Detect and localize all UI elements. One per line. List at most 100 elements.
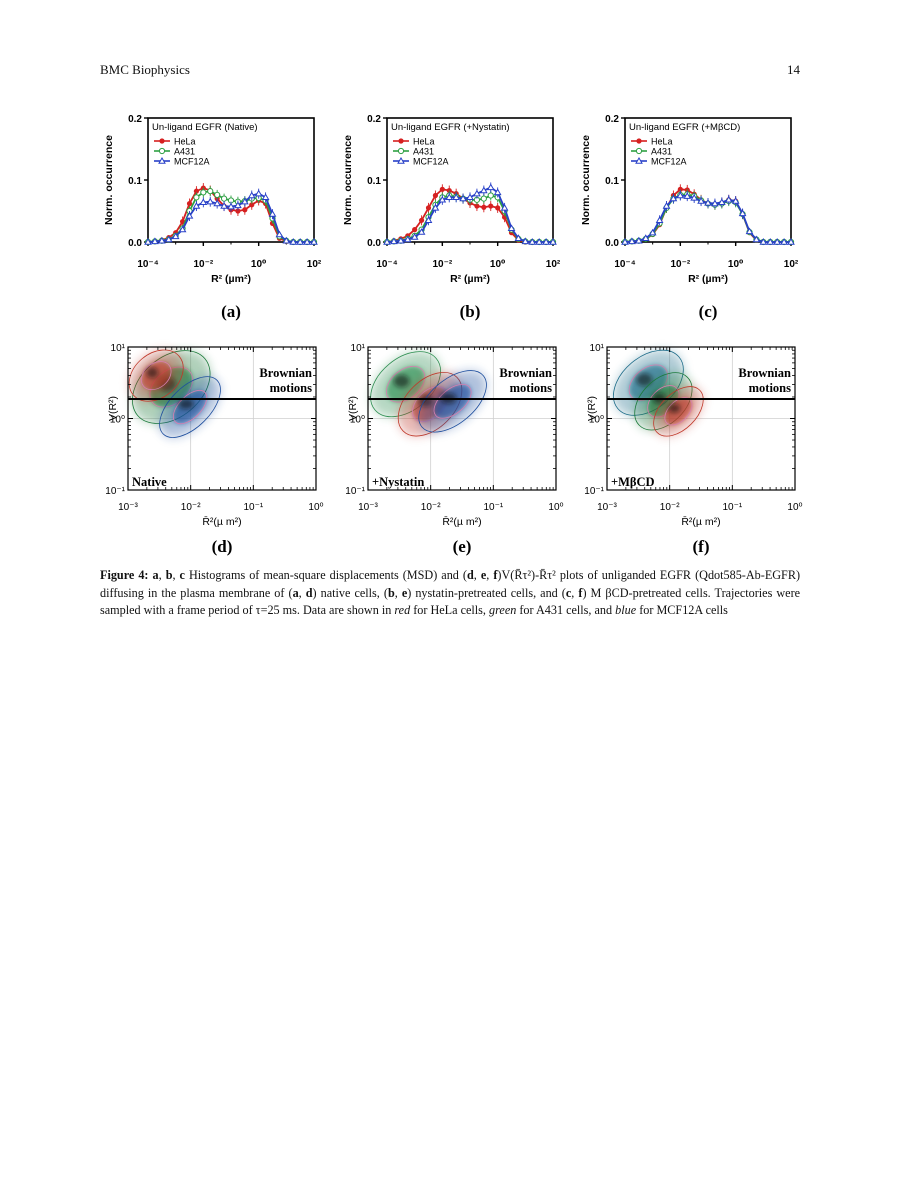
y-axis-label: Norm. occurrence <box>103 135 115 225</box>
contour-line <box>140 361 172 391</box>
x-tick-label: 10⁻⁴ <box>137 259 158 270</box>
data-point <box>186 200 193 207</box>
journal-name: BMC Biophysics <box>100 62 190 77</box>
legend-entry-MCF12A: MCF12A <box>393 157 449 167</box>
data-point <box>425 205 432 211</box>
data-point <box>227 202 235 210</box>
y-tick-label: 0.2 <box>367 114 381 125</box>
x-tick-label: 10⁻² <box>421 502 441 513</box>
legend-label: MCF12A <box>651 157 687 167</box>
data-point <box>412 227 418 233</box>
panel-label: (e) <box>453 537 472 556</box>
data-point <box>220 195 228 202</box>
data-point <box>439 186 445 192</box>
y-tick-label: 10¹ <box>590 343 605 354</box>
density-peak <box>393 374 410 388</box>
series-MCF12A <box>144 188 318 245</box>
condition-label: +Nystatin <box>372 475 424 489</box>
x-axis-label: R̄²(µ m²) <box>202 515 241 528</box>
y-axis-label: V(R²) <box>107 396 119 421</box>
x-tick-label: 10⁰ <box>308 502 323 513</box>
legend-label: A431 <box>413 147 434 157</box>
caption-text: , <box>172 568 180 582</box>
data-point <box>396 236 405 244</box>
data-point <box>193 188 200 194</box>
caption-ref-b: b <box>165 568 173 582</box>
data-point <box>495 205 501 211</box>
data-point <box>662 202 671 209</box>
y-tick-label: 10⁻¹ <box>584 486 604 497</box>
data-point <box>773 237 782 245</box>
x-tick-label: 10⁰ <box>490 259 506 270</box>
data-point <box>514 234 523 241</box>
brownian-label: Brownian <box>738 366 791 380</box>
data-point <box>535 237 544 245</box>
x-tick-label: 10⁰ <box>548 502 563 513</box>
data-point <box>240 197 249 205</box>
caption-text: ) M βCD-pretreated cells. Trajectories w… <box>100 585 801 618</box>
density-contours <box>613 349 704 437</box>
plot-frame <box>624 117 792 243</box>
density-peak <box>178 399 194 410</box>
caption-green: green <box>489 603 517 617</box>
data-point <box>521 237 530 245</box>
data-point <box>199 198 208 206</box>
data-point <box>542 237 550 245</box>
caption-text: , <box>486 568 494 582</box>
data-point <box>410 233 419 240</box>
data-point <box>704 198 712 206</box>
series-MCF12A <box>621 190 795 245</box>
caption-text: , <box>394 585 402 600</box>
figure-caption: Figure 4: a, b, c Histograms of mean-squ… <box>100 567 800 620</box>
caption-text: )V(R̄τ²)-R̄τ² plots of unliganded EGFR (… <box>100 568 801 600</box>
plot-frame <box>147 117 315 243</box>
caption-ref-e: e <box>480 568 487 582</box>
data-point <box>480 195 487 202</box>
data-point <box>445 193 454 201</box>
caption-ref-f: f <box>578 585 583 600</box>
caption-text: for MCF12A cells <box>636 603 728 617</box>
x-tick-label: 10⁻³ <box>358 502 378 513</box>
legend-entry-HeLa: HeLa <box>154 137 196 147</box>
data-point <box>479 186 488 194</box>
data-point <box>249 202 255 208</box>
data-point <box>282 236 291 244</box>
x-axis-label: R² (µm²) <box>450 273 490 285</box>
density-peak <box>146 367 159 379</box>
data-point <box>164 235 173 243</box>
data-point <box>403 235 412 243</box>
caption-ref-b: b <box>387 585 395 600</box>
legend-label: HeLa <box>413 137 435 147</box>
histogram-panel-b: 0.0 0.1 0.2 10⁻⁴ 10⁻² 10⁰ 10² R² (µm²) Norm. occ… <box>342 114 561 321</box>
y-tick-label: 0.0 <box>128 238 142 249</box>
caption-ref-f: f <box>493 568 498 582</box>
caption-ref-d: d <box>466 568 474 582</box>
data-point <box>303 237 311 245</box>
data-point <box>738 209 747 217</box>
condition-label: +MβCD <box>611 475 655 489</box>
legend-marker <box>158 147 166 155</box>
data-point <box>296 237 305 245</box>
data-point <box>151 237 159 245</box>
y-tick-label: 10¹ <box>351 343 366 354</box>
data-point <box>390 237 398 245</box>
legend-entry-HeLa: HeLa <box>393 137 435 147</box>
data-point <box>488 203 494 209</box>
data-point <box>717 198 726 206</box>
plot-title: Un-ligand EGFR (+MβCD) <box>629 122 740 133</box>
y-tick-label: 10⁰ <box>110 415 125 426</box>
motions-label: motions <box>270 381 313 395</box>
data-point <box>192 202 201 209</box>
density-peak <box>636 373 653 387</box>
data-point <box>676 191 685 199</box>
caption-blue: blue <box>615 603 637 617</box>
data-point <box>310 237 318 245</box>
x-axis-label: R̄²(µ m²) <box>681 515 720 528</box>
data-point <box>634 236 643 244</box>
y-tick-label: 0.2 <box>128 114 142 125</box>
x-axis-label: R² (µm²) <box>211 273 251 285</box>
x-tick-label: 10⁰ <box>728 259 744 270</box>
series-HeLa <box>145 183 317 245</box>
legend-entry-A431: A431 <box>154 147 195 157</box>
